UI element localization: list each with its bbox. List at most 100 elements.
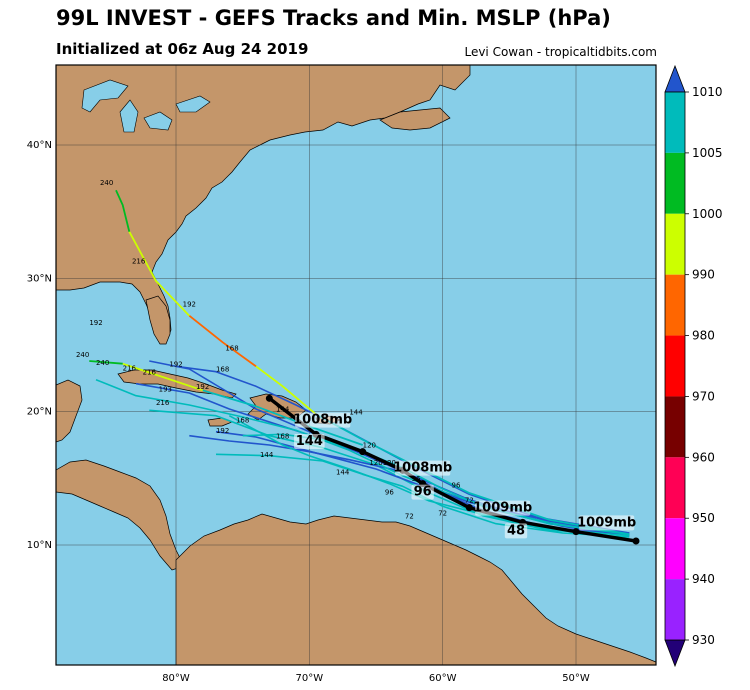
colorbar-segment xyxy=(665,518,685,580)
map-area: 240 216 192 168 144 192 240 240 216 216 192 192 168 1… xyxy=(55,64,657,666)
latitude-tick-label: 20°N xyxy=(27,407,52,418)
mean-track-label: 48 xyxy=(504,523,528,539)
forecast-hour-label: 144 xyxy=(336,468,350,476)
forecast-hour-label: 144 xyxy=(349,408,363,416)
mean-track-label-text: 1008mb xyxy=(293,413,352,428)
ensemble-member-track xyxy=(215,453,630,538)
map-frame xyxy=(55,64,657,666)
latitude-tick-label: 10°N xyxy=(27,540,52,551)
colorbar-tick-label: 960 xyxy=(692,450,715,464)
forecast-hour-label: 192 xyxy=(169,360,182,368)
label-background xyxy=(294,434,325,449)
mean-track-label: 1009mb xyxy=(577,515,636,531)
long-member-track-segment xyxy=(255,365,317,415)
forecast-hour-label: 72 xyxy=(438,510,447,518)
pressure-colorbar: 1010 1005 1000 990 980 970 960 950 940 930 xyxy=(664,64,723,668)
mean-track-point xyxy=(632,537,640,545)
forecast-hour-label: 144 xyxy=(260,451,274,459)
forecast-hour-label: 216 xyxy=(123,364,137,372)
forecast-hour-label: 72 xyxy=(465,496,474,504)
colorbar-tick-label: 970 xyxy=(692,389,715,403)
colorbar-segment xyxy=(665,579,685,640)
long-member-track-segment xyxy=(115,189,131,232)
longitude-tick-label: 50°W xyxy=(562,673,590,684)
colorbar-segment xyxy=(665,274,685,336)
colorbar-tick-label: 1010 xyxy=(692,85,723,99)
mean-track-label-text: 1009mb xyxy=(473,501,532,516)
mean-track-point xyxy=(265,394,273,402)
colorbar-tick-label: 930 xyxy=(692,633,715,647)
colorbar-tick-label: 950 xyxy=(692,511,715,525)
forecast-hour-label: 120 xyxy=(369,459,382,467)
mean-track-label-text: 1008mb xyxy=(393,461,452,476)
mean-track-point xyxy=(359,448,367,456)
forecast-hour-label: 240 xyxy=(100,179,113,187)
mean-track-label: 1008mb xyxy=(393,460,452,476)
init-time-subtitle: Initialized at 06z Aug 24 2019 xyxy=(56,40,309,58)
great-lakes xyxy=(81,79,211,133)
forecast-hour-label: 72 xyxy=(405,512,414,520)
mean-track-label-text: 96 xyxy=(414,485,432,500)
graticule xyxy=(56,65,656,665)
forecast-hour-label: 120 xyxy=(363,442,376,450)
long-member-track-segment xyxy=(128,231,190,317)
yucatan-landmass xyxy=(56,379,83,443)
colorbar-bottom-arrow xyxy=(664,639,686,668)
forecast-hour-label: 192 xyxy=(183,300,196,308)
author-credit: Levi Cowan - tropicaltidbits.com xyxy=(464,45,657,59)
mean-track-point xyxy=(465,504,473,512)
florida-peninsula xyxy=(145,295,171,345)
colorbar-frame xyxy=(664,91,686,641)
label-background xyxy=(475,500,531,516)
longitude-tick-label: 80°W xyxy=(162,673,190,684)
south-america-landmass xyxy=(175,513,656,665)
label-background xyxy=(411,484,434,500)
west-member-track-segment xyxy=(122,362,203,392)
colorbar-segment xyxy=(665,335,685,397)
forecast-hour-label: 216 xyxy=(143,368,157,376)
colorbar-segment xyxy=(665,92,685,153)
mean-track-point xyxy=(572,528,580,536)
colorbar-tick-label: 1000 xyxy=(692,207,723,221)
colorbar-segment xyxy=(665,213,685,275)
mean-track-label-text: 48 xyxy=(507,523,525,538)
forecast-hour-label: 192 xyxy=(89,319,102,327)
label-background xyxy=(295,412,351,428)
map-title: 99L INVEST - GEFS Tracks and Min. MSLP (… xyxy=(56,6,611,30)
forecast-hour-label: 193 xyxy=(159,386,172,394)
longitude-tick-label: 70°W xyxy=(296,673,324,684)
colorbar-tick-label: 990 xyxy=(692,268,715,282)
forecast-hour-label: 240 xyxy=(96,359,109,367)
forecast-hour-label: 168 xyxy=(236,416,249,424)
forecast-hour-label: 216 xyxy=(156,399,170,407)
forecast-hour-label: 96 xyxy=(452,482,461,490)
colorbar-segment xyxy=(665,457,685,519)
mean-track-label-text: 1009mb xyxy=(577,515,636,530)
mean-track-label-text: 144 xyxy=(296,434,323,449)
long-member-track-segment xyxy=(188,314,257,368)
mean-track-label: 96 xyxy=(411,484,434,500)
forecast-hour-label: 192 xyxy=(216,427,229,435)
label-background xyxy=(395,460,451,476)
west-member-track-segment xyxy=(202,389,363,446)
forecast-hour-label: 216 xyxy=(132,258,146,266)
latitude-tick-label: 30°N xyxy=(27,273,52,284)
forecast-hour-label: 168 xyxy=(225,344,238,352)
label-background xyxy=(579,515,635,531)
colorbar-tick-label: 940 xyxy=(692,572,715,586)
longitude-tick-label: 60°W xyxy=(429,673,457,684)
mean-track-label: 1009mb xyxy=(473,500,532,516)
colorbar-tick-label: 1005 xyxy=(692,146,723,160)
colorbar-tick-label: 980 xyxy=(692,329,715,343)
label-background xyxy=(504,523,528,539)
forecast-hour-label: 168 xyxy=(276,432,289,440)
west-member-track-segment xyxy=(89,360,123,365)
maritimes-landmass xyxy=(379,107,451,131)
axis-labels: 80°W 70°W 60°W 50°W 10°N 20°N 30°N 40°N xyxy=(27,140,590,684)
mean-track-label: 144 xyxy=(294,434,325,449)
mean-track-label: 1008mb xyxy=(293,412,352,428)
colorbar-segment xyxy=(665,396,685,458)
latitude-tick-label: 40°N xyxy=(27,140,52,151)
